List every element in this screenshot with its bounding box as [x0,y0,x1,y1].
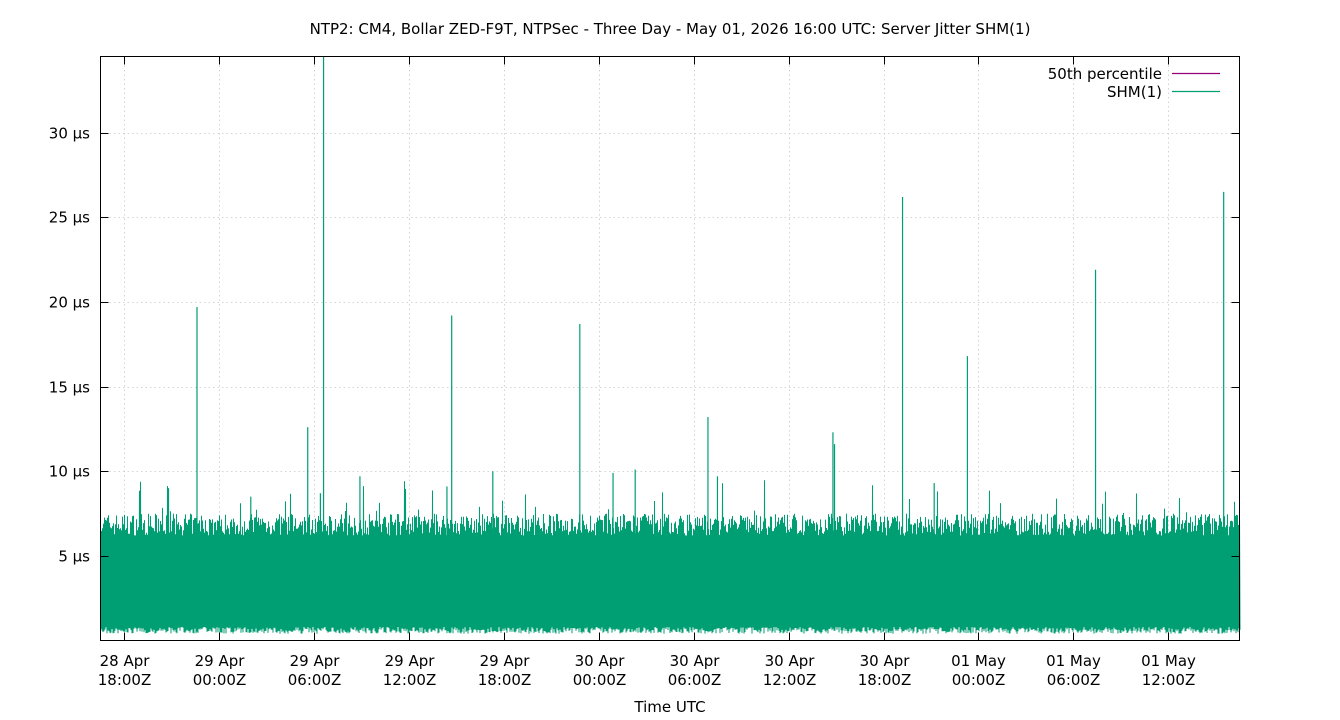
x-tick-label-date: 01 May [1141,652,1196,670]
series-shm1 [100,56,1241,634]
y-tick-label: 20 µs [49,294,90,312]
y-tick-label: 10 µs [49,463,90,481]
chart-title: NTP2: CM4, Bollar ZED-F9T, NTPSec - Thre… [310,20,1031,38]
x-tick-label-time: 00:00Z [952,671,1006,689]
x-tick-label-date: 01 May [951,652,1006,670]
x-tick-label-time: 18:00Z [478,671,532,689]
x-tick-label-time: 12:00Z [1142,671,1196,689]
x-tick-label-time: 06:00Z [1047,671,1101,689]
y-tick-label: 25 µs [49,209,90,227]
x-tick-label-date: 30 Apr [670,652,721,670]
x-tick-label-date: 29 Apr [385,652,436,670]
x-tick-label-date: 30 Apr [765,652,816,670]
x-tick-label-time: 12:00Z [763,671,817,689]
x-tick-label-time: 18:00Z [858,671,912,689]
x-tick-label-time: 18:00Z [98,671,152,689]
x-tick-label-time: 06:00Z [668,671,722,689]
x-tick-label-date: 30 Apr [860,652,911,670]
x-tick-label-date: 29 Apr [290,652,341,670]
x-tick-label-time: 06:00Z [288,671,342,689]
legend: 50th percentile SHM(1) [1048,65,1220,101]
y-tick-label: 5 µs [58,548,90,566]
x-tick-label-time: 12:00Z [383,671,437,689]
x-tick-label-date: 30 Apr [575,652,626,670]
y-tick-label: 15 µs [49,379,90,397]
y-axis-tick-labels: 5 µs 10 µs 15 µs 20 µs 25 µs 30 µs [49,125,90,566]
x-tick-label-date: 28 Apr [100,652,151,670]
x-tick-label-date: 01 May [1046,652,1101,670]
legend-label-shm1: SHM(1) [1107,83,1162,101]
shm1-band-core [100,555,1240,622]
legend-label-median: 50th percentile [1048,65,1162,83]
plot-frame [100,56,1240,641]
x-tick-label-time: 00:00Z [573,671,627,689]
y-tick-label: 30 µs [49,125,90,143]
x-tick-label-date: 29 Apr [480,652,531,670]
x-axis-label: Time UTC [633,698,705,716]
x-tick-label-date: 29 Apr [195,652,246,670]
axis-ticks [100,56,1240,641]
x-tick-label-time: 00:00Z [193,671,247,689]
